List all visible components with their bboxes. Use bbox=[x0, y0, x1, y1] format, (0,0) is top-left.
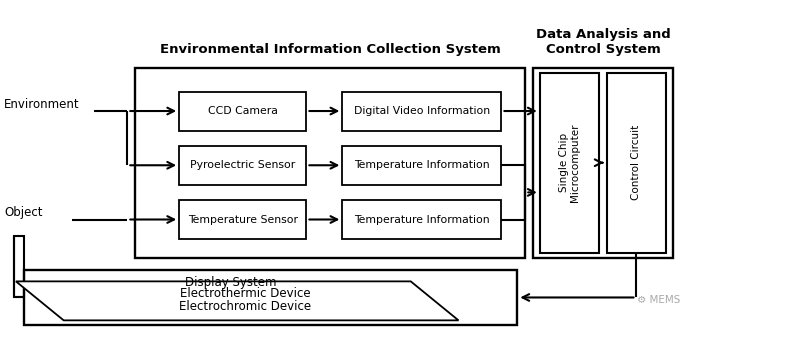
FancyBboxPatch shape bbox=[135, 68, 525, 258]
FancyBboxPatch shape bbox=[179, 146, 306, 185]
FancyBboxPatch shape bbox=[179, 92, 306, 131]
Text: Electrothermic Device: Electrothermic Device bbox=[180, 287, 310, 300]
Text: ⚙ MEMS: ⚙ MEMS bbox=[637, 295, 680, 305]
FancyBboxPatch shape bbox=[342, 200, 501, 239]
FancyBboxPatch shape bbox=[342, 92, 501, 131]
Text: Temperature Information: Temperature Information bbox=[354, 160, 490, 170]
Text: Data Analysis and
Control System: Data Analysis and Control System bbox=[536, 28, 670, 56]
Text: CCD Camera: CCD Camera bbox=[208, 106, 278, 116]
Text: Single Chip
Microcomputer: Single Chip Microcomputer bbox=[559, 123, 580, 202]
Polygon shape bbox=[16, 281, 458, 320]
Text: Environmental Information Collection System: Environmental Information Collection Sys… bbox=[160, 43, 501, 56]
Text: Temperature Sensor: Temperature Sensor bbox=[188, 215, 298, 224]
FancyBboxPatch shape bbox=[24, 270, 517, 325]
Text: Environment: Environment bbox=[4, 98, 80, 111]
Text: Pyroelectric Sensor: Pyroelectric Sensor bbox=[190, 160, 295, 170]
FancyBboxPatch shape bbox=[179, 200, 306, 239]
Text: Object: Object bbox=[4, 206, 42, 219]
Text: Electrochromic Device: Electrochromic Device bbox=[179, 300, 311, 313]
Text: Digital Video Information: Digital Video Information bbox=[353, 106, 490, 116]
Text: Temperature Information: Temperature Information bbox=[354, 215, 490, 224]
FancyBboxPatch shape bbox=[533, 68, 673, 258]
FancyBboxPatch shape bbox=[342, 146, 501, 185]
FancyBboxPatch shape bbox=[540, 73, 599, 253]
Text: Control Circuit: Control Circuit bbox=[631, 125, 642, 200]
Text: Display System: Display System bbox=[185, 276, 277, 288]
FancyBboxPatch shape bbox=[607, 73, 666, 253]
